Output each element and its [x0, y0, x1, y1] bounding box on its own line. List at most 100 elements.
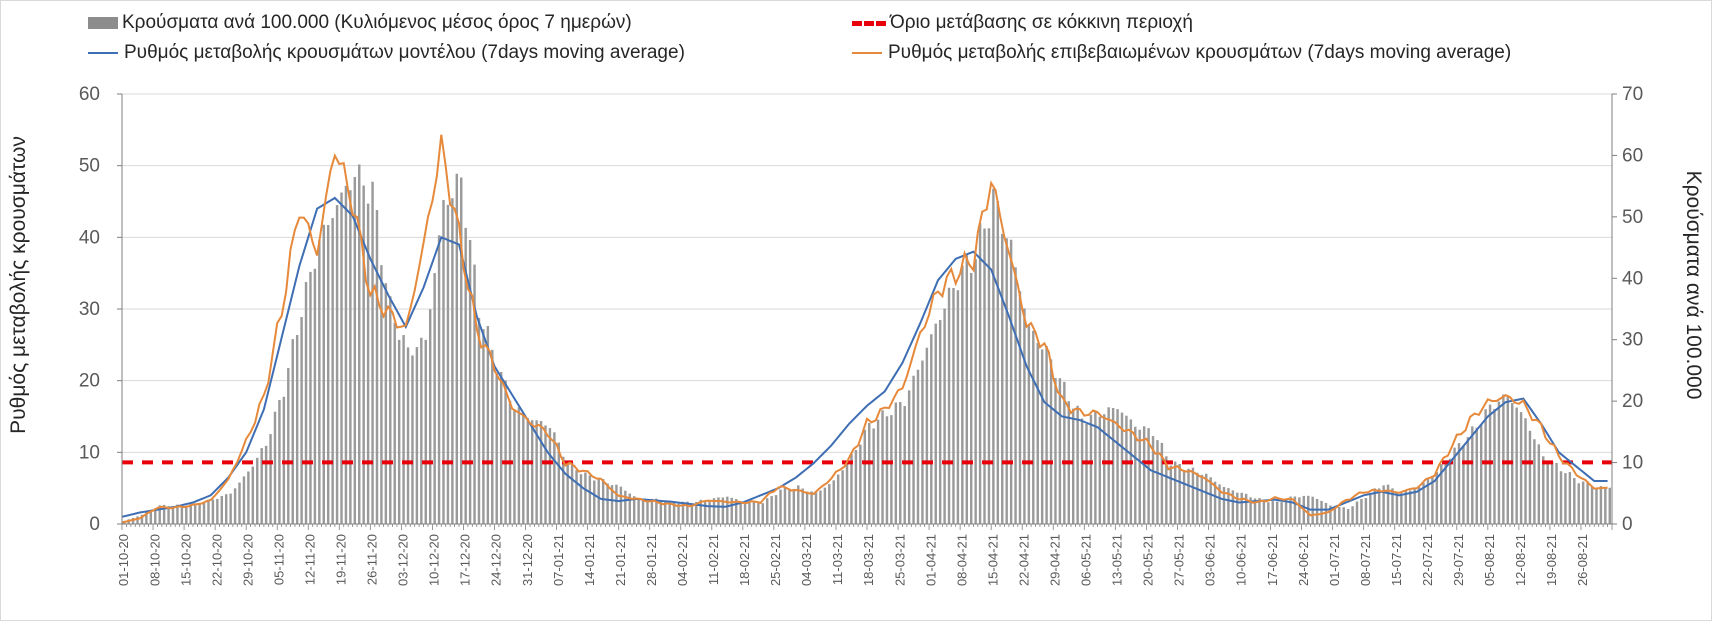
bar-day-261	[1280, 502, 1283, 524]
right-tick-label: 40	[1622, 268, 1643, 289]
bar-day-312	[1506, 395, 1510, 524]
bar-day-96	[548, 428, 552, 524]
bar-day-227	[1129, 419, 1133, 524]
bar-day-81	[482, 329, 485, 524]
bar-day-131	[703, 500, 707, 524]
bar-day-177	[907, 390, 911, 524]
bar-day-104	[584, 472, 587, 524]
right-tick-label: 10	[1622, 453, 1643, 474]
bar-day-201	[1014, 267, 1017, 524]
bar-day-314	[1515, 407, 1518, 524]
right-tick-label: 20	[1622, 391, 1643, 412]
bar-day-88	[513, 409, 516, 524]
bar-day-171	[881, 410, 884, 524]
bar-day-92	[530, 420, 534, 524]
bar-day-303	[1466, 437, 1470, 524]
bar-day-326	[1568, 471, 1572, 524]
bar-day-195	[987, 228, 991, 524]
bar-day-247	[1218, 484, 1221, 524]
bar-day-93	[535, 420, 538, 524]
x-tick-label: 12-08-21	[1513, 534, 1528, 586]
bar-day-320	[1542, 456, 1545, 524]
bar-day-295	[1431, 476, 1434, 524]
bar-day-111	[615, 484, 618, 524]
bar-day-315	[1519, 412, 1523, 524]
confirmed-rate-line	[121, 134, 1608, 524]
bar-day-48	[335, 205, 339, 524]
bar-day-301	[1457, 443, 1461, 524]
x-tick-label: 22-04-21	[1016, 534, 1031, 586]
bar-day-208	[1045, 346, 1048, 524]
bar-day-279	[1360, 499, 1363, 524]
bar-day-109	[606, 483, 609, 524]
bar-day-228	[1134, 426, 1137, 524]
bar-day-311	[1502, 394, 1505, 524]
bar-day-222	[1107, 407, 1110, 524]
bar-day-61	[393, 322, 396, 524]
x-tick-label: 28-01-21	[644, 534, 659, 586]
bar-day-94	[539, 420, 543, 524]
bar-day-8	[158, 505, 161, 524]
bar-day-19	[207, 499, 210, 524]
bar-day-159	[828, 484, 831, 524]
legend-threshold: Όριο μετάβασης σε κόκκινη περιοχή	[852, 12, 1193, 34]
bar-day-76	[460, 177, 463, 524]
bar-day-86	[504, 380, 507, 524]
bar-day-101	[570, 462, 574, 524]
x-tick-label: 24-06-21	[1296, 534, 1311, 586]
bar-day-139	[739, 500, 742, 524]
bar-day-102	[575, 470, 578, 524]
bar-day-123	[668, 500, 671, 524]
bar-day-114	[628, 493, 631, 524]
legend-confirmed: Ρυθμός μεταβολής επιβεβαιωμένων κρουσμάτ…	[852, 42, 1511, 64]
legend-threshold-swatch	[852, 20, 886, 26]
bar-day-296	[1435, 472, 1439, 524]
bar-day-39	[295, 335, 299, 524]
bar-day-262	[1284, 499, 1288, 524]
bar-day-246	[1213, 481, 1217, 524]
bar-day-183	[934, 323, 937, 524]
bar-day-119	[650, 498, 654, 524]
bar-day-167	[863, 429, 867, 524]
bar-day-26	[238, 482, 241, 524]
bar-day-156	[814, 492, 818, 524]
bar-day-57	[375, 210, 379, 524]
bar-day-149	[783, 487, 787, 524]
bar-day-6	[149, 510, 153, 524]
bar-day-277	[1351, 506, 1354, 524]
legend-confirmed-swatch	[852, 52, 882, 54]
bar-day-215	[1076, 405, 1079, 524]
bar-day-288	[1400, 493, 1403, 524]
bar-day-16	[193, 503, 197, 524]
bar-day-309	[1493, 408, 1496, 524]
bar-day-99	[562, 456, 565, 524]
bar-day-128	[690, 503, 694, 524]
bar-day-231	[1147, 428, 1150, 524]
bar-day-52	[353, 176, 357, 525]
x-tick-label: 05-08-21	[1482, 534, 1497, 586]
legend-bars-label: Κρούσματα ανά 100.000 (Κυλιόμενος μέσος …	[122, 12, 632, 33]
bar-day-281	[1369, 492, 1372, 524]
bar-day-235	[1165, 456, 1168, 524]
bar-day-56	[371, 181, 374, 524]
bar-day-179	[916, 369, 920, 524]
x-tick-label: 10-12-20	[427, 534, 442, 586]
bar-day-117	[641, 499, 645, 524]
bar-day-64	[406, 347, 410, 524]
bar-day-178	[912, 375, 915, 524]
bar-day-204	[1027, 325, 1031, 524]
bar-day-80	[477, 317, 481, 524]
bar-day-275	[1342, 507, 1345, 524]
x-tick-label: 22-07-21	[1420, 534, 1435, 586]
bar-day-145	[766, 498, 769, 524]
bar-day-193	[978, 223, 982, 525]
bar-day-196	[992, 188, 995, 524]
bar-day-172	[885, 416, 889, 524]
bar-day-165	[854, 450, 858, 524]
bar-day-108	[601, 479, 605, 524]
x-tick-label: 27-05-21	[1172, 534, 1187, 586]
bar-day-23	[224, 494, 228, 524]
bar-day-209	[1049, 359, 1053, 524]
bar-day-232	[1151, 436, 1155, 524]
bar-day-58	[380, 265, 383, 524]
